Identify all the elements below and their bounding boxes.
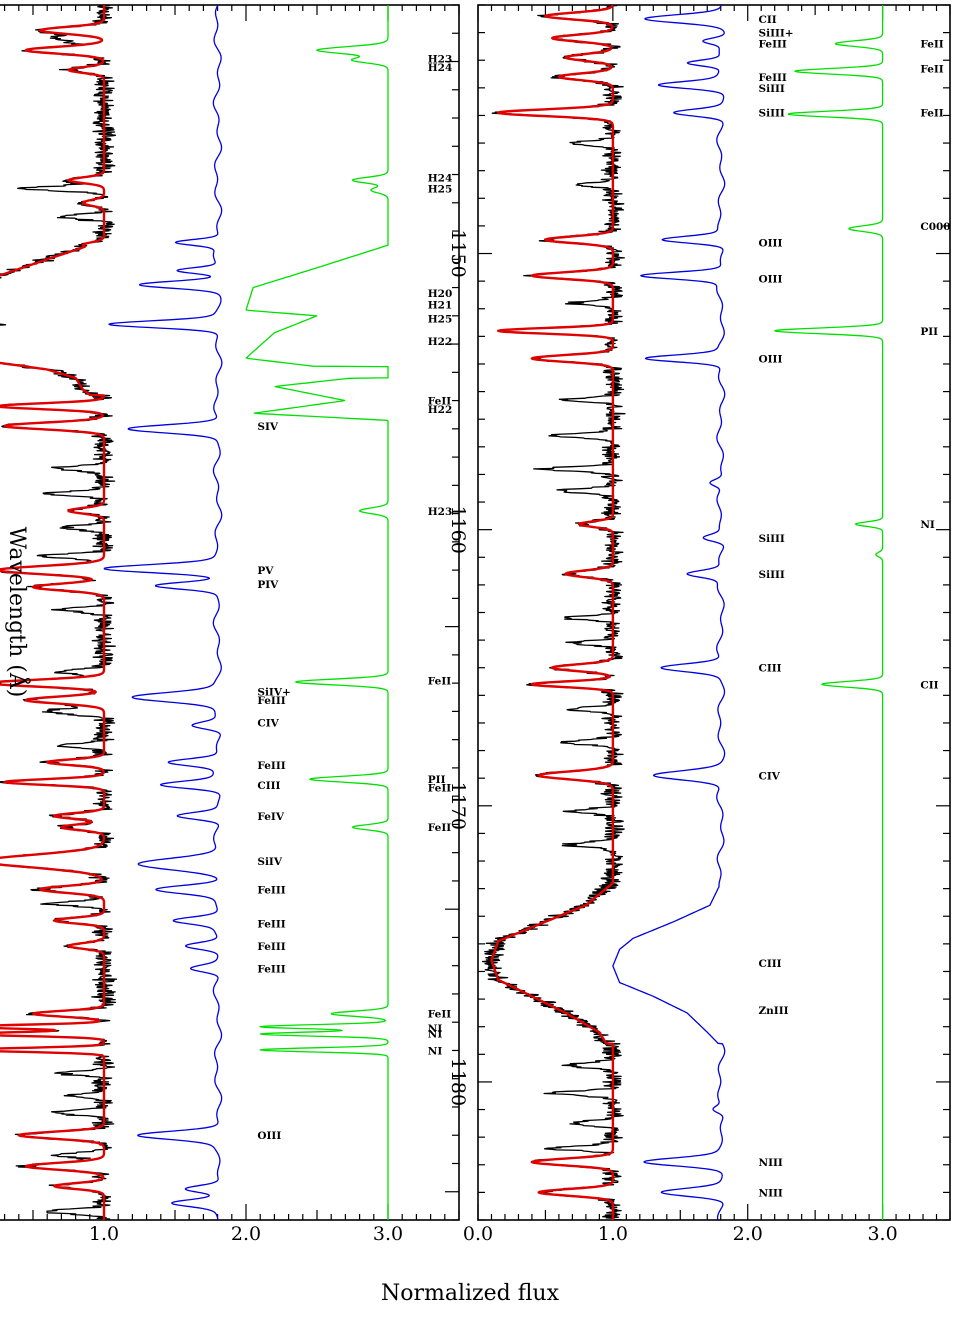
line-id-label: FeII: [428, 783, 451, 795]
line-id-label: SiIII: [759, 83, 785, 95]
line-id-label: FeIII: [257, 918, 285, 930]
line-id-label: FeIII: [257, 760, 285, 772]
line-id-label: PII: [428, 774, 446, 786]
y-tick-label: 3.0: [373, 1223, 403, 1245]
line-id-label: NIII: [759, 1187, 783, 1199]
line-id-label: NI: [428, 1023, 443, 1035]
line-id-label: FeII: [920, 64, 943, 76]
model-fit-line: [0, 5, 106, 1220]
line-id-label: ZnIII: [759, 1005, 789, 1017]
line-id-label: NI: [428, 1045, 443, 1057]
line-id-label: CIV: [257, 718, 279, 730]
line-id-label: FeIII: [257, 695, 285, 707]
y-tick-label: 3.0: [867, 1223, 897, 1245]
line-id-label: OIII: [257, 1130, 281, 1142]
line-id-label: FeIII: [759, 39, 787, 51]
line-id-label: H24: [428, 172, 453, 184]
interstellar-model-line: [245, 5, 389, 1220]
line-id-label: FeII: [428, 1009, 451, 1021]
line-id-label: H21: [428, 300, 453, 312]
line-id-label: CII: [920, 679, 938, 691]
stellar-model-line: [103, 5, 223, 1220]
line-id-label: SiIV+: [257, 687, 290, 699]
line-id-label: FeII: [428, 822, 451, 834]
line-id-label: H23: [428, 54, 453, 66]
line-id-label: FeII: [920, 108, 943, 120]
top-panel-frame: [0, 4, 460, 1221]
x-tick-label: 1180: [447, 1058, 469, 1106]
interstellar-model-line: [774, 5, 884, 1220]
bottom-panel: 1150 1160 1170 1180 0.0 1.0 2.0 3.0 FeII FeII FeII…: [447, 4, 951, 1245]
y-axis-label: Normalized flux: [381, 1281, 560, 1306]
line-id-label: H22: [428, 404, 453, 416]
line-id-label: OIII: [759, 237, 783, 249]
line-id-label: SiIII+: [759, 28, 794, 40]
line-id-label: FeIII: [257, 964, 285, 976]
line-id-label: H24: [428, 62, 453, 74]
line-id-label: CIII: [257, 780, 280, 792]
top-panel: 110011101120113011400.01.02.03.0H23H24H2…: [0, 4, 460, 1245]
line-id-label: NI: [920, 519, 935, 531]
line-id-label: H20: [428, 288, 453, 300]
line-id-label: PV: [257, 565, 274, 577]
line-id-label: CIII: [759, 663, 782, 675]
line-id-label: PII: [920, 326, 938, 338]
line-id-label: SIV: [257, 421, 278, 433]
y-tick-label: 1.0: [598, 1223, 628, 1245]
line-id-label: SiIV: [257, 856, 282, 868]
line-id-label: OIII: [759, 353, 783, 365]
line-id-label: FeIV: [257, 811, 284, 823]
x-tick-label: 1150: [447, 229, 469, 277]
line-id-label: SiIII: [759, 533, 785, 545]
line-id-label: C000: [920, 221, 950, 233]
x-tick-label: 1160: [447, 505, 469, 553]
line-id-label: CIV: [759, 770, 781, 782]
line-id-label: FeII: [428, 396, 451, 408]
line-id-label: CIII: [759, 958, 782, 970]
line-id-label: SiIII: [759, 569, 785, 581]
line-id-label: FeIII: [759, 72, 787, 84]
line-id-label: H23: [428, 506, 453, 518]
y-tick-label: 1.0: [89, 1223, 119, 1245]
line-id-label: FeII: [920, 39, 943, 51]
line-id-label: NIII: [759, 1157, 783, 1169]
y-tick-label: 2.0: [231, 1223, 261, 1245]
y-tick-label: 0.0: [463, 1223, 493, 1245]
line-id-label: H25: [428, 314, 453, 326]
line-id-label: PIV: [257, 579, 279, 591]
model-fit-line: [490, 5, 615, 1220]
line-id-label: H25: [428, 184, 453, 196]
line-id-label: H22: [428, 336, 453, 348]
line-id-label: FeIII: [257, 941, 285, 953]
y-tick-label: 2.0: [733, 1223, 763, 1245]
x-tick-label: 1170: [447, 782, 469, 830]
stellar-model-line: [612, 5, 726, 1220]
line-id-label: OIII: [759, 273, 783, 285]
line-id-label: NI: [428, 1029, 443, 1041]
line-id-label: SiIII: [759, 108, 785, 120]
x-axis-label: Wavelength (Å): [4, 527, 32, 698]
line-id-label: CII: [759, 14, 777, 26]
line-id-label: FeIII: [257, 884, 285, 896]
line-id-label: FeII: [428, 675, 451, 687]
